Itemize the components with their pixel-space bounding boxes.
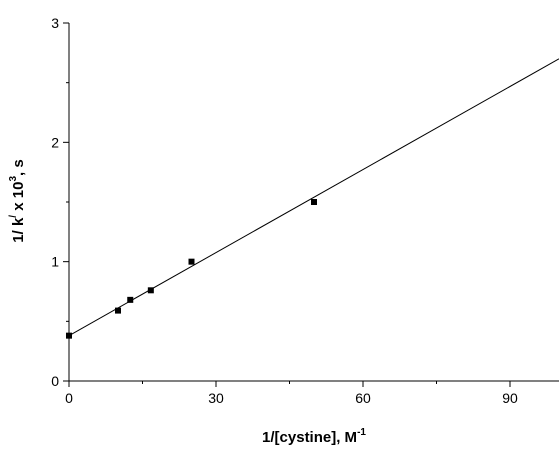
fit-line (68, 58, 559, 337)
x-axis-title-main: 1/[cystine], M (262, 429, 357, 446)
tick-labels: 0 30 60 90 0 1 2 3 (51, 15, 518, 406)
data-point-5 (311, 199, 317, 205)
data-point-3 (147, 287, 154, 294)
data-points (66, 199, 317, 339)
data-point-2 (127, 296, 134, 303)
fit-line-group (68, 58, 559, 337)
axes (63, 22, 559, 387)
data-point-4 (188, 258, 195, 265)
x-tick-label-30: 30 (208, 390, 224, 406)
y-axis-title-sup1: / (8, 215, 19, 218)
x-axis-title-superscript: -1 (357, 427, 366, 438)
y-tick-label-2: 2 (51, 134, 59, 150)
data-point-1 (115, 307, 121, 314)
y-tick-label-1: 1 (51, 254, 59, 270)
x-tick-label-90: 90 (502, 390, 518, 406)
y-axis-title-sup2: 3 (8, 176, 19, 182)
x-axis-title: 1/[cystine], M-1 (262, 427, 366, 446)
y-tick-label-0: 0 (51, 373, 59, 389)
y-axis-title-mid: x 10 (10, 182, 27, 215)
y-tick-label-3: 3 (51, 15, 59, 31)
data-point-0 (66, 332, 72, 339)
y-axis-title: 1/ k/ x 103, s (8, 159, 27, 242)
x-tick-label-0: 0 (65, 390, 73, 406)
y-axis-title-pre: 1/ k (10, 217, 27, 243)
y-axis-title-post: , s (10, 159, 27, 176)
x-tick-label-60: 60 (355, 390, 371, 406)
